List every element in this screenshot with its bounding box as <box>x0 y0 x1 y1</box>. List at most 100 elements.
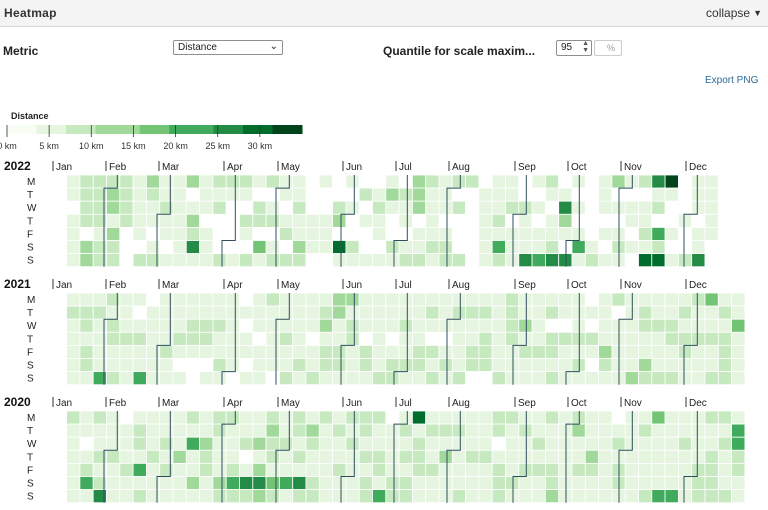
day-cell <box>318 200 333 215</box>
day-cell <box>438 200 453 215</box>
day-cell <box>518 476 533 491</box>
day-cell <box>491 449 506 464</box>
day-cell <box>624 240 639 255</box>
legend-swatch <box>154 125 170 134</box>
day-cell <box>172 423 187 438</box>
day-cell <box>425 489 440 504</box>
day-cell <box>79 423 94 438</box>
day-cell <box>664 462 679 477</box>
day-cell <box>731 226 746 241</box>
day-cell <box>278 489 294 504</box>
day-cell <box>385 344 400 359</box>
day-cell <box>664 344 679 359</box>
month-label: Dec <box>689 280 707 291</box>
day-cell <box>52 331 67 346</box>
day-cell <box>278 200 294 215</box>
day-cell <box>704 213 719 228</box>
day-cell <box>638 213 653 228</box>
day-cell <box>239 489 254 504</box>
day-cell <box>678 449 693 464</box>
day-cell <box>372 187 387 202</box>
day-cell <box>305 213 320 228</box>
day-cell <box>132 423 147 438</box>
month-boundary <box>446 411 461 503</box>
day-cell <box>66 226 81 241</box>
day-cell <box>358 331 373 346</box>
day-cell <box>531 200 546 215</box>
day-cell <box>505 423 520 438</box>
legend-swatch <box>125 125 141 134</box>
day-cell <box>92 318 107 333</box>
day-cell <box>305 344 320 359</box>
day-cell <box>478 200 493 215</box>
day-cell <box>584 462 599 477</box>
day-cell <box>252 226 267 241</box>
day-cell <box>731 174 746 189</box>
day-cell <box>225 476 240 491</box>
day-cell <box>345 371 360 386</box>
day-cell <box>717 436 732 451</box>
day-cell <box>571 318 586 333</box>
day-cell <box>731 331 746 346</box>
day-cell <box>385 292 400 307</box>
day-cell <box>145 489 161 504</box>
day-cell <box>425 318 440 333</box>
day-cell <box>518 240 533 255</box>
day-cell <box>159 371 174 386</box>
day-cell <box>265 371 280 386</box>
day-cell <box>66 253 81 268</box>
day-cell <box>132 174 147 189</box>
day-cell <box>185 253 201 268</box>
day-cell <box>252 358 267 373</box>
day-cell <box>212 344 227 359</box>
export-png-link[interactable]: Export PNG <box>705 75 759 86</box>
day-cell <box>664 213 679 228</box>
day-cell <box>145 318 161 333</box>
day-cell <box>558 292 573 307</box>
day-cell <box>265 344 280 359</box>
month-label: May <box>281 280 300 291</box>
day-cell <box>278 318 294 333</box>
day-cell <box>212 174 227 189</box>
day-cell <box>491 174 506 189</box>
day-cell <box>704 200 719 215</box>
spinner-arrows-icon[interactable]: ▲ ▼ <box>582 40 589 54</box>
day-cell <box>52 226 67 241</box>
day-cell <box>398 358 413 373</box>
month-boundary <box>565 175 580 267</box>
day-cell <box>332 292 347 307</box>
month-boundary <box>103 293 118 385</box>
day-cell <box>624 476 639 491</box>
day-cell <box>478 436 493 451</box>
metric-select[interactable]: Distance ⌄ <box>173 40 283 55</box>
day-cell <box>611 410 626 425</box>
day-cell <box>678 226 693 241</box>
day-cell <box>545 358 560 373</box>
day-cell <box>372 174 387 189</box>
day-cell <box>305 226 320 241</box>
day-cell <box>145 292 161 307</box>
day-cell <box>717 240 732 255</box>
day-cell <box>172 489 187 504</box>
day-cell <box>358 318 373 333</box>
day-cell <box>225 174 240 189</box>
day-cell <box>518 331 533 346</box>
day-cell <box>451 436 466 451</box>
day-cell <box>678 331 693 346</box>
day-cell <box>651 213 666 228</box>
day-cell <box>691 253 706 268</box>
day-cell <box>345 344 360 359</box>
day-cell <box>531 371 546 386</box>
day-cell <box>172 213 187 228</box>
quantile-input[interactable]: 95 ▲ ▼ <box>556 40 592 56</box>
day-cell <box>212 240 227 255</box>
month-label: Feb <box>109 280 127 291</box>
collapse-toggle[interactable]: collapse ▼ <box>706 6 762 20</box>
day-cell <box>185 305 201 320</box>
month-label: Oct <box>571 280 587 291</box>
day-cell <box>39 344 54 359</box>
day-cell <box>385 462 400 477</box>
year-label: 2021 <box>4 277 31 291</box>
day-cell <box>39 200 54 215</box>
weekday-label: S <box>27 492 34 503</box>
